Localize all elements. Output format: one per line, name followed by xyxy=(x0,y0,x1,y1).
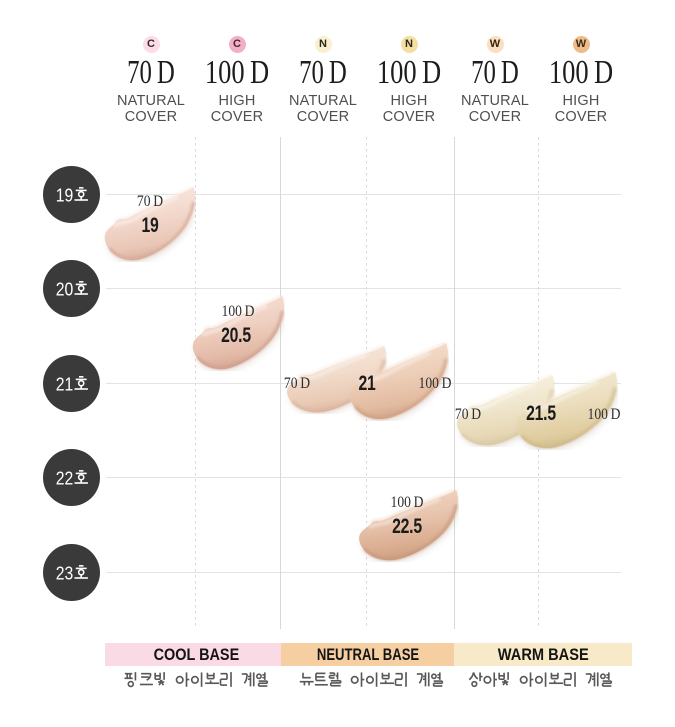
svg-text:20: 20 xyxy=(55,278,73,299)
svg-text:21: 21 xyxy=(55,373,73,394)
svg-text:23: 23 xyxy=(55,562,73,583)
svg-text:22: 22 xyxy=(55,467,73,488)
svg-text:19: 19 xyxy=(55,184,73,205)
